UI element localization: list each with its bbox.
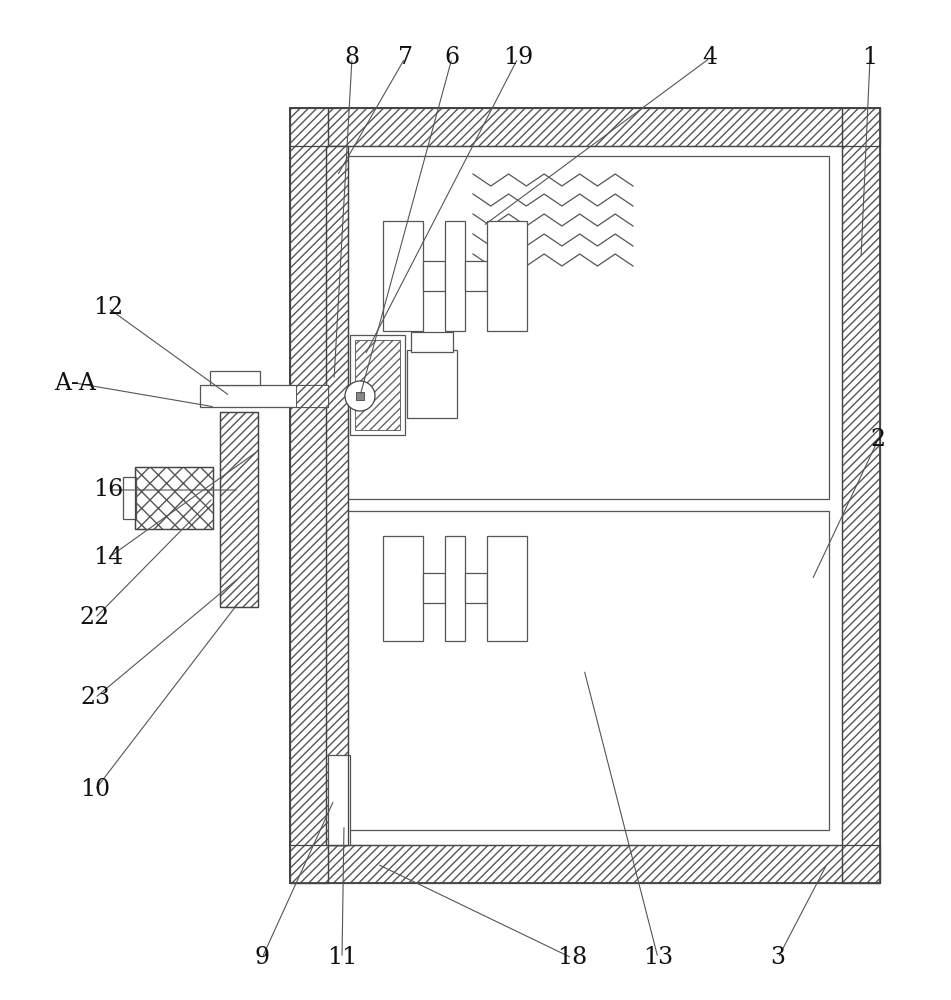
Bar <box>290 108 328 883</box>
Circle shape <box>345 381 375 411</box>
Bar <box>465 573 487 603</box>
Text: 2: 2 <box>870 428 885 452</box>
Bar <box>290 845 880 883</box>
Bar <box>326 146 348 845</box>
Bar <box>423 573 445 603</box>
Bar <box>465 261 487 291</box>
Bar <box>290 108 880 883</box>
Bar <box>445 536 465 641</box>
Bar <box>135 467 213 529</box>
Bar <box>135 467 213 529</box>
Bar <box>383 221 423 331</box>
Bar <box>411 332 453 352</box>
Bar <box>350 335 405 435</box>
Text: 7: 7 <box>398 46 413 70</box>
Text: 23: 23 <box>80 686 110 710</box>
Bar <box>123 477 136 519</box>
Bar <box>355 340 400 430</box>
Bar <box>290 108 880 146</box>
Bar <box>326 146 348 845</box>
Text: A-A: A-A <box>54 371 96 394</box>
Text: 16: 16 <box>93 479 123 502</box>
Text: 12: 12 <box>93 296 123 320</box>
Bar <box>210 371 260 385</box>
Text: 9: 9 <box>255 946 269 970</box>
Text: 6: 6 <box>444 46 459 70</box>
Text: 14: 14 <box>93 546 123 570</box>
Text: 4: 4 <box>703 46 718 70</box>
Bar <box>356 392 364 400</box>
Bar <box>383 536 423 641</box>
Text: 13: 13 <box>643 946 673 970</box>
Bar <box>200 385 328 407</box>
Text: 19: 19 <box>503 46 534 70</box>
Bar <box>842 108 880 883</box>
Text: 22: 22 <box>80 606 110 630</box>
Bar <box>296 385 328 407</box>
Bar <box>340 511 829 830</box>
Bar <box>340 156 829 499</box>
Bar <box>423 261 445 291</box>
Bar <box>220 412 258 607</box>
Text: 1: 1 <box>863 46 878 70</box>
Bar <box>220 412 258 607</box>
Bar <box>445 221 465 331</box>
Text: 18: 18 <box>557 946 587 970</box>
Text: 10: 10 <box>80 778 110 802</box>
Bar <box>407 350 457 418</box>
Text: 8: 8 <box>344 46 359 70</box>
Bar <box>328 755 350 845</box>
Bar <box>487 536 527 641</box>
Text: 11: 11 <box>327 946 358 970</box>
Text: 3: 3 <box>770 946 786 970</box>
Bar <box>487 221 527 331</box>
